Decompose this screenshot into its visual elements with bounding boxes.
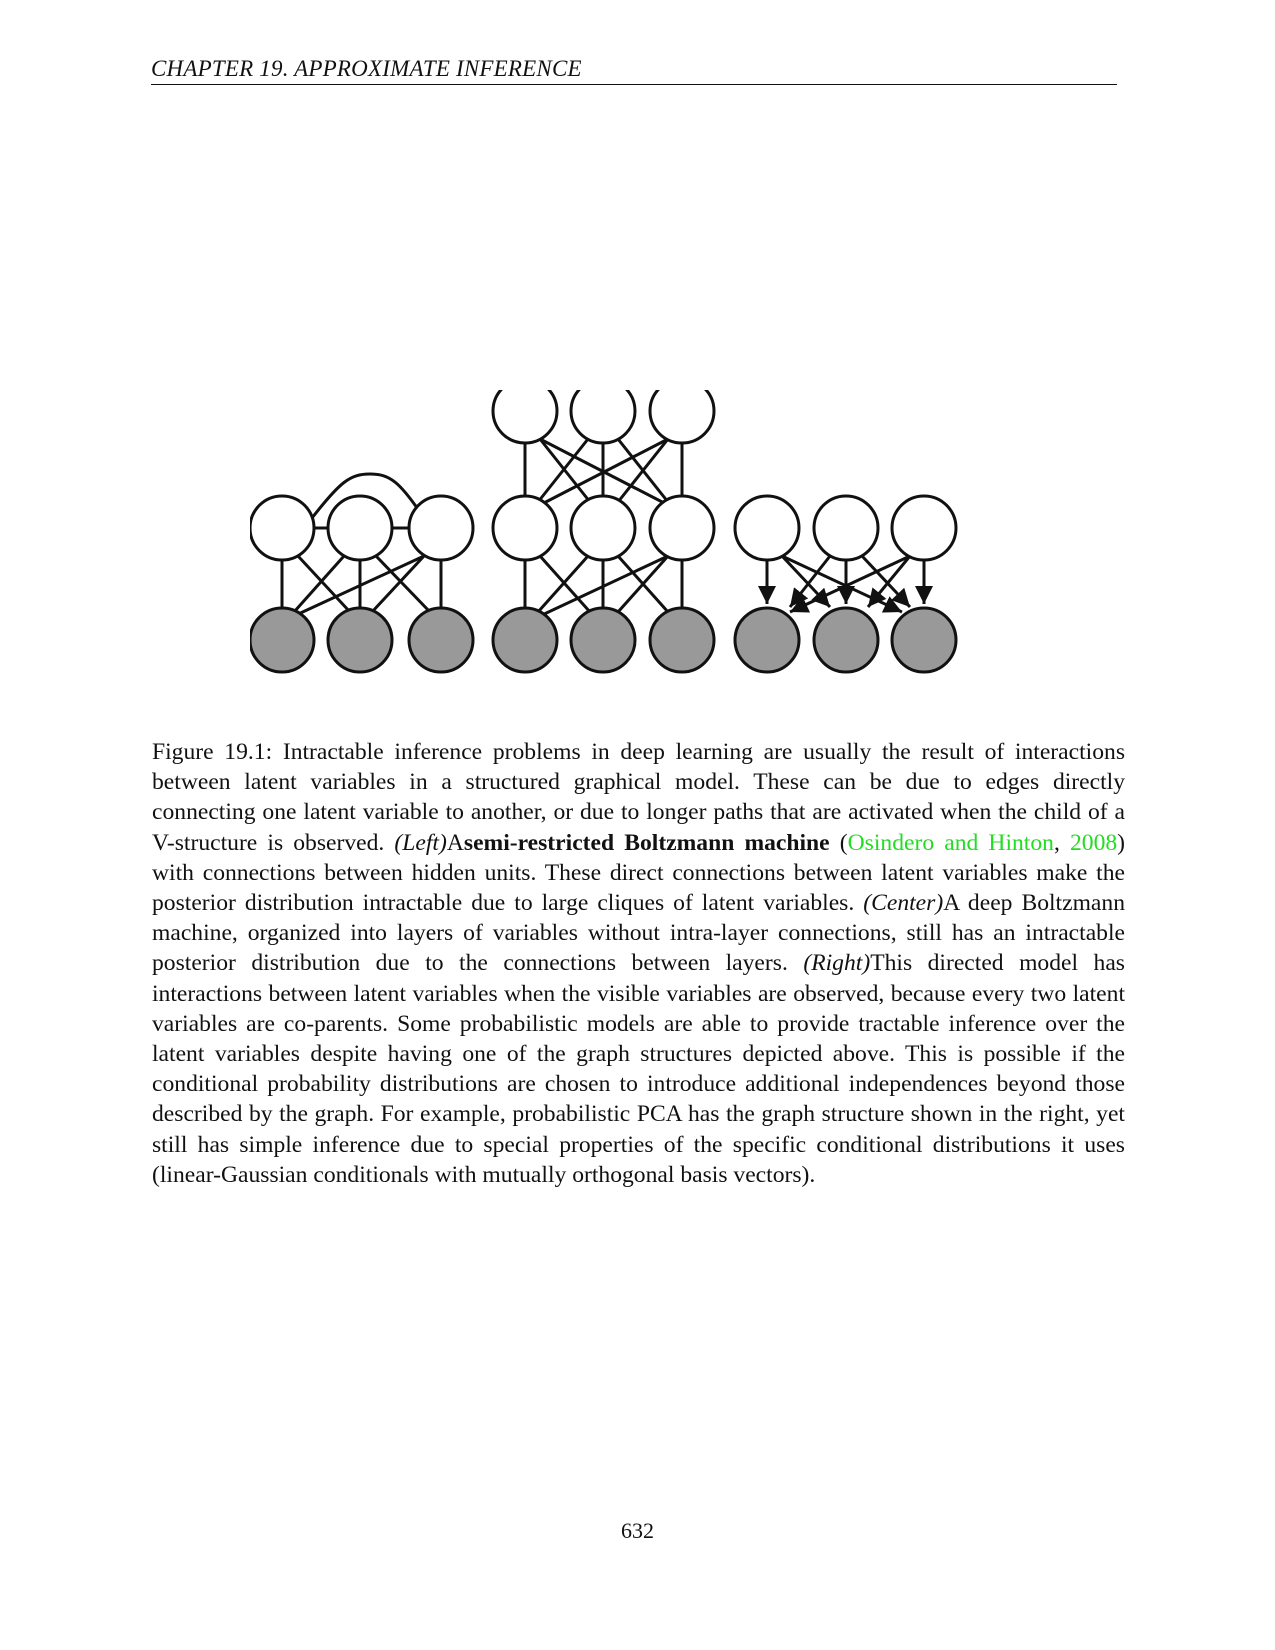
- hidden-node-layer2: [648, 390, 716, 445]
- edge: [292, 555, 346, 613]
- directed-edge: [860, 554, 912, 609]
- page-number: 632: [621, 1518, 654, 1543]
- visible-node: [648, 606, 716, 674]
- panel-left: [250, 472, 475, 674]
- citation-separator: ,: [1053, 829, 1070, 856]
- citation-open: (: [829, 829, 848, 856]
- edge: [539, 554, 669, 618]
- hidden-node: [890, 494, 958, 562]
- panel-center: [491, 390, 716, 674]
- edge: [293, 554, 425, 618]
- edge: [539, 437, 669, 507]
- caption-left-term: semi-restricted Boltzmann machine: [463, 829, 830, 856]
- visible-node: [326, 606, 394, 674]
- visible-node: [250, 606, 316, 674]
- caption-left-article: A: [446, 829, 464, 856]
- visible-node: [407, 606, 475, 674]
- visible-node: [812, 606, 880, 674]
- citation-year-link[interactable]: 2008: [1069, 829, 1118, 856]
- directed-edge: [781, 554, 903, 614]
- hidden-node-layer2: [491, 390, 559, 445]
- caption-left-description: with connections between hidden units. T…: [152, 859, 1125, 917]
- visible-node: [733, 606, 801, 674]
- hidden-node-layer1: [569, 494, 637, 562]
- citation-close: ): [1117, 829, 1126, 856]
- figure-19-1: [250, 390, 1020, 720]
- caption-left-label: (Left): [394, 829, 447, 856]
- hidden-node: [250, 494, 316, 562]
- caption-center-description: A deep Boltzmann machine, organized into…: [152, 890, 1125, 977]
- visible-node: [491, 606, 559, 674]
- caption-center-label: (Center): [863, 890, 944, 917]
- chapter-title: CHAPTER 19. APPROXIMATE INFERENCE: [151, 56, 582, 81]
- hidden-node: [407, 494, 475, 562]
- hidden-node-layer1: [491, 494, 559, 562]
- hidden-node-layer2: [569, 390, 637, 445]
- edge: [374, 554, 432, 614]
- edge: [370, 554, 426, 614]
- visible-node: [569, 606, 637, 674]
- running-header: CHAPTER 19. APPROXIMATE INFERENCE: [151, 56, 1117, 85]
- edge: [616, 555, 670, 613]
- citation-authors-link[interactable]: Osindero and Hinton: [847, 829, 1054, 856]
- edge: [536, 438, 590, 503]
- directed-edge: [866, 555, 912, 608]
- graphical-models-diagram: [250, 390, 958, 674]
- hidden-node-layer1: [648, 494, 716, 562]
- edge: [536, 555, 590, 613]
- panel-right: [733, 494, 958, 674]
- edge: [616, 438, 670, 503]
- figure-caption: Figure 19.1: Intractable inference probl…: [152, 737, 1125, 1190]
- caption-right-description: This directed model has interactions bet…: [152, 950, 1125, 1188]
- hidden-node: [326, 494, 394, 562]
- caption-intro: Figure 19.1: Intractable inference probl…: [152, 739, 1125, 856]
- visible-node: [890, 606, 958, 674]
- edge: [296, 554, 352, 614]
- hidden-node: [733, 494, 801, 562]
- edge-h1-h3: [310, 472, 426, 519]
- edge: [538, 438, 592, 503]
- caption-right-label: (Right): [803, 950, 871, 977]
- hidden-node: [812, 494, 880, 562]
- directed-edge: [789, 554, 911, 614]
